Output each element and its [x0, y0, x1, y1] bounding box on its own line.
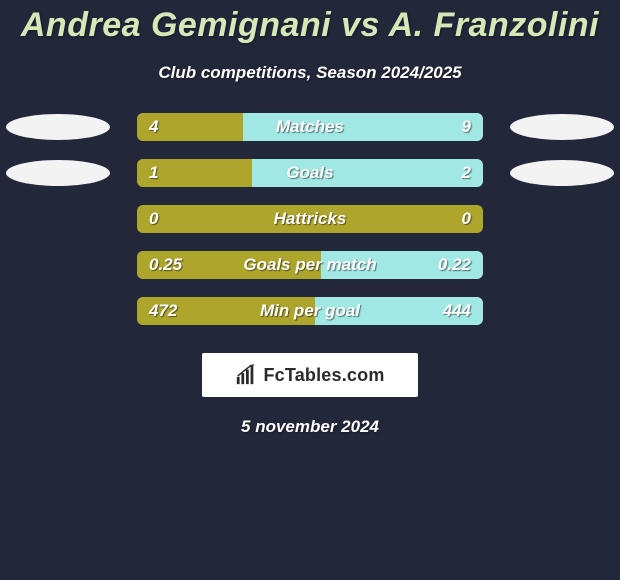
comparison-infographic: Andrea Gemignani vs A. Franzolini Club c… — [0, 0, 620, 580]
stat-bar: 49Matches — [137, 113, 483, 141]
stat-right-value: 0 — [462, 205, 471, 233]
bar-right-fill — [321, 251, 483, 279]
bar-left-fill — [137, 159, 252, 187]
stat-left-value: 0 — [149, 205, 158, 233]
bar-left-fill — [137, 297, 315, 325]
stat-label: Hattricks — [137, 205, 483, 233]
bar-right-fill — [243, 113, 483, 141]
player-right-oval — [510, 114, 614, 140]
stat-rows: 49Matches 12Goals 0 0Hattricks 0.250.22Goals… — [0, 113, 620, 325]
bar-left-fill — [137, 113, 243, 141]
stat-row: 12Goals — [0, 159, 620, 187]
player-right-oval — [510, 160, 614, 186]
bar-right-fill — [315, 297, 483, 325]
oval-placeholder — [6, 298, 110, 324]
stat-row: 472444Min per goal — [0, 297, 620, 325]
stat-bar: 0 0Hattricks — [137, 205, 483, 233]
player-left-oval — [6, 114, 110, 140]
page-title: Andrea Gemignani vs A. Franzolini — [0, 6, 620, 45]
date-text: 5 november 2024 — [0, 417, 620, 437]
stat-bar: 0.250.22Goals per match — [137, 251, 483, 279]
oval-placeholder — [510, 206, 614, 232]
oval-placeholder — [510, 298, 614, 324]
stat-row: 0.250.22Goals per match — [0, 251, 620, 279]
stat-row: 0 0Hattricks — [0, 205, 620, 233]
logo-box: FcTables.com — [202, 353, 418, 397]
bar-right-fill — [252, 159, 483, 187]
bar-left-fill — [137, 251, 321, 279]
page-subtitle: Club competitions, Season 2024/2025 — [0, 63, 620, 83]
stat-row: 49Matches — [0, 113, 620, 141]
oval-placeholder — [6, 206, 110, 232]
logo-text: FcTables.com — [263, 365, 384, 386]
bar-chart-icon — [235, 364, 257, 386]
oval-placeholder — [6, 252, 110, 278]
stat-bar: 12Goals — [137, 159, 483, 187]
player-left-oval — [6, 160, 110, 186]
oval-placeholder — [510, 252, 614, 278]
stat-bar: 472444Min per goal — [137, 297, 483, 325]
